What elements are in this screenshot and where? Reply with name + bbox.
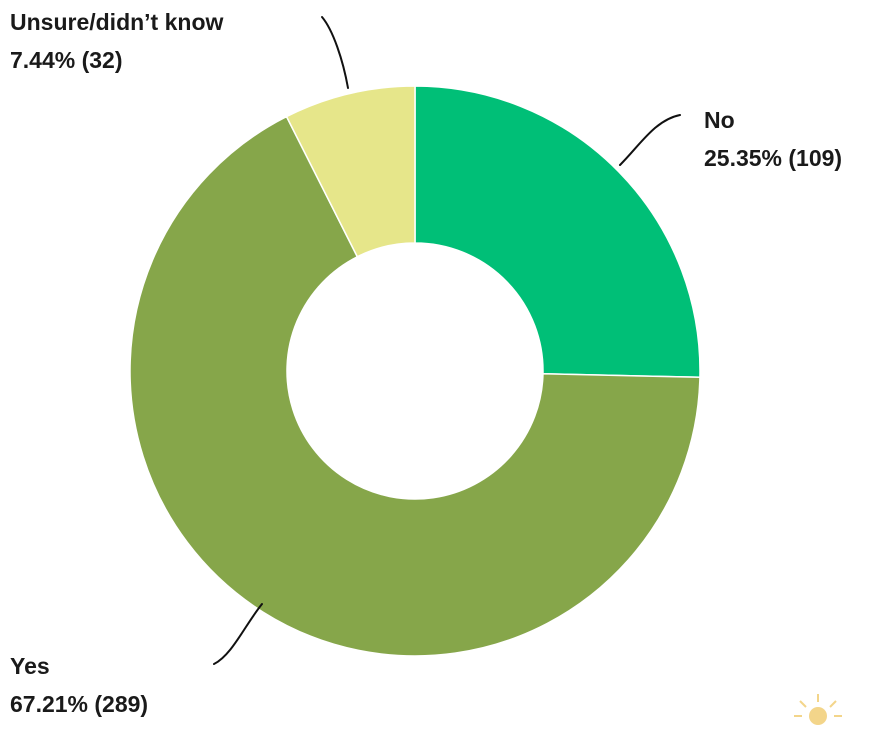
slice-unsure-didn-t-know xyxy=(285,85,416,258)
leader-line-unsure xyxy=(321,16,349,89)
slice-yes xyxy=(129,115,701,657)
slice-label-no: No xyxy=(704,107,735,133)
sun-icon xyxy=(794,694,842,725)
slice-value-yes: 67.21% (289) xyxy=(10,691,148,717)
slice-label-unsure: Unsure/didn’t know xyxy=(10,9,224,35)
slice-label-yes: Yes xyxy=(10,653,50,679)
slice-no xyxy=(414,85,701,379)
leader-line-no xyxy=(619,114,681,166)
slices-layer xyxy=(129,85,701,657)
leader-line-yes xyxy=(213,603,263,665)
slice-value-no: 25.35% (109) xyxy=(704,145,842,171)
slice-value-unsure: 7.44% (32) xyxy=(10,47,123,73)
